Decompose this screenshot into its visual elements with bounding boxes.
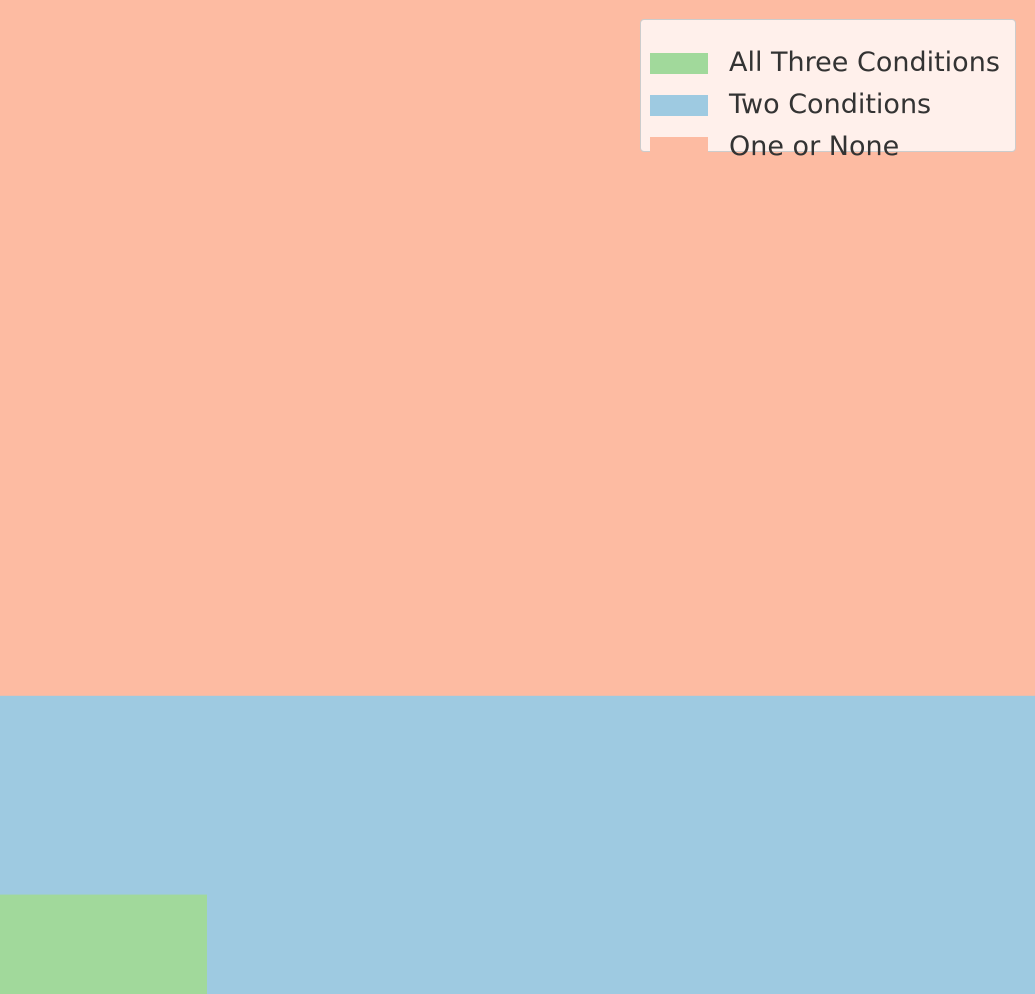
legend-label-two: Two Conditions [729,89,932,120]
chart-legend: All Three Conditions Two Conditions One … [640,19,1016,162]
legend-item-all-three: All Three Conditions [650,48,1000,78]
legend-label-one-or-none: One or None [729,131,900,162]
legend-label-all-three: All Three Conditions [729,47,1000,78]
legend-swatch-two [650,94,708,116]
region-all-three [0,894,207,994]
legend-swatch-one-or-none [650,136,708,158]
legend-item-one-or-none: One or None [650,132,899,162]
legend-item-two: Two Conditions [650,90,931,120]
legend-swatch-all-three [650,52,708,74]
